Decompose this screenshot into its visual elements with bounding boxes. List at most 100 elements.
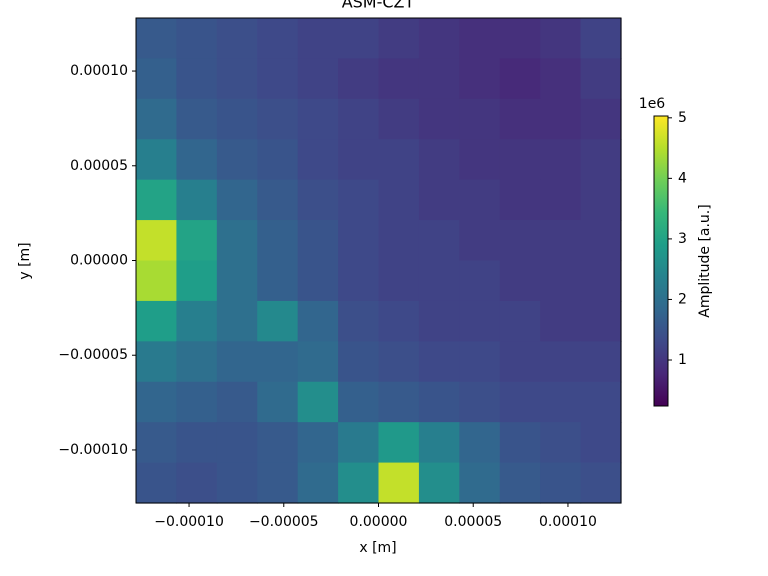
- heatmap-cell: [338, 18, 380, 60]
- heatmap-cell: [216, 462, 258, 504]
- heatmap-cell: [378, 381, 420, 423]
- y-tick-label: −0.00005: [58, 347, 128, 363]
- heatmap-cell: [540, 220, 582, 262]
- heatmap-cell: [540, 179, 582, 221]
- colorbar-tick-label: 4: [678, 170, 687, 186]
- heatmap-cell: [136, 422, 178, 464]
- heatmap-cell: [257, 300, 299, 342]
- heatmap-cell: [378, 300, 420, 342]
- heatmap-cell: [338, 98, 380, 140]
- heatmap-cell: [459, 341, 501, 383]
- heatmap-cell: [378, 18, 420, 60]
- x-tick-label: 0.00000: [350, 514, 408, 530]
- heatmap-cell: [540, 341, 582, 383]
- heatmap-cell: [459, 300, 501, 342]
- heatmap-cell: [499, 422, 541, 464]
- heatmap-cell: [297, 220, 339, 262]
- heatmap-cell: [297, 422, 339, 464]
- heatmap-cell: [176, 422, 218, 464]
- heatmap-cell: [499, 260, 541, 302]
- heatmap-cell: [176, 139, 218, 181]
- y-tick-label: 0.00010: [70, 63, 128, 79]
- y-axis-label: y [m]: [17, 242, 33, 279]
- heatmap-cell: [580, 220, 622, 262]
- heatmap-cell: [580, 300, 622, 342]
- heatmap-cell: [540, 300, 582, 342]
- heatmap-cell: [580, 341, 622, 383]
- heatmap-cell: [418, 139, 460, 181]
- heatmap-cell: [338, 260, 380, 302]
- heatmap-cell: [136, 98, 178, 140]
- heatmap-cell: [176, 381, 218, 423]
- heatmap-cell: [216, 179, 258, 221]
- heatmap-cell: [540, 18, 582, 60]
- chart-title: ASM-CZT: [342, 0, 415, 12]
- x-axis-label: x [m]: [359, 540, 396, 556]
- heatmap-cell: [338, 462, 380, 504]
- x-tick-label: 0.00010: [539, 514, 597, 530]
- heatmap-cell: [297, 381, 339, 423]
- heatmap-cell: [136, 58, 178, 100]
- heatmap-cell: [459, 139, 501, 181]
- colorbar: [653, 115, 669, 407]
- heatmap-cell: [216, 381, 258, 423]
- heatmap-cell: [257, 260, 299, 302]
- y-tick-label: 0.00000: [70, 253, 128, 269]
- heatmap-cell: [418, 462, 460, 504]
- heatmap-cell: [418, 300, 460, 342]
- heatmap-cell: [418, 381, 460, 423]
- heatmap-cell: [418, 220, 460, 262]
- heatmap-cell: [459, 422, 501, 464]
- heatmap-cell: [176, 300, 218, 342]
- heatmap-cell: [499, 139, 541, 181]
- heatmap-cell: [216, 300, 258, 342]
- heatmap-cell: [540, 58, 582, 100]
- heatmap-cell: [499, 462, 541, 504]
- heatmap-cell: [216, 220, 258, 262]
- heatmap-cell: [297, 341, 339, 383]
- heatmap-cell: [176, 179, 218, 221]
- heatmap-cell: [459, 58, 501, 100]
- heatmap-cell: [176, 462, 218, 504]
- heatmap-cell: [176, 341, 218, 383]
- heatmap-cell: [499, 300, 541, 342]
- heatmap-cell: [378, 179, 420, 221]
- heatmap-cell: [297, 462, 339, 504]
- heatmap-cell: [540, 422, 582, 464]
- colorbar-tick-label: 3: [678, 231, 687, 247]
- heatmap-cell: [297, 260, 339, 302]
- heatmap-cell: [499, 18, 541, 60]
- heatmap-cell: [580, 179, 622, 221]
- heatmap-cell: [216, 58, 258, 100]
- heatmap-cell: [297, 18, 339, 60]
- heatmap-cell: [338, 341, 380, 383]
- heatmap-cell: [459, 179, 501, 221]
- heatmap-cell: [580, 422, 622, 464]
- heatmap-cell: [338, 139, 380, 181]
- heatmap-cell: [418, 179, 460, 221]
- heatmap-cell: [499, 220, 541, 262]
- heatmap-cell: [378, 98, 420, 140]
- heatmap-cell: [216, 341, 258, 383]
- x-tick-label: −0.00010: [154, 514, 224, 530]
- heatmap-cell: [216, 18, 258, 60]
- heatmap-cell: [580, 381, 622, 423]
- heatmap-cell: [257, 58, 299, 100]
- heatmap-cell: [297, 179, 339, 221]
- heatmap-cell: [378, 341, 420, 383]
- heatmap-cell: [338, 220, 380, 262]
- heatmap-cell: [257, 462, 299, 504]
- heatmap-cell: [257, 98, 299, 140]
- x-tick-label: −0.00005: [249, 514, 319, 530]
- heatmap-cell: [580, 139, 622, 181]
- heatmap-cell: [136, 381, 178, 423]
- colorbar-label: Amplitude [a.u.]: [697, 204, 713, 317]
- heatmap-cell: [136, 260, 178, 302]
- heatmap-cell: [297, 139, 339, 181]
- heatmap-cell: [257, 422, 299, 464]
- heatmap-cell: [499, 98, 541, 140]
- heatmap-cell: [459, 18, 501, 60]
- heatmap-cell: [136, 341, 178, 383]
- heatmap-cell: [257, 220, 299, 262]
- heatmap-cell: [540, 381, 582, 423]
